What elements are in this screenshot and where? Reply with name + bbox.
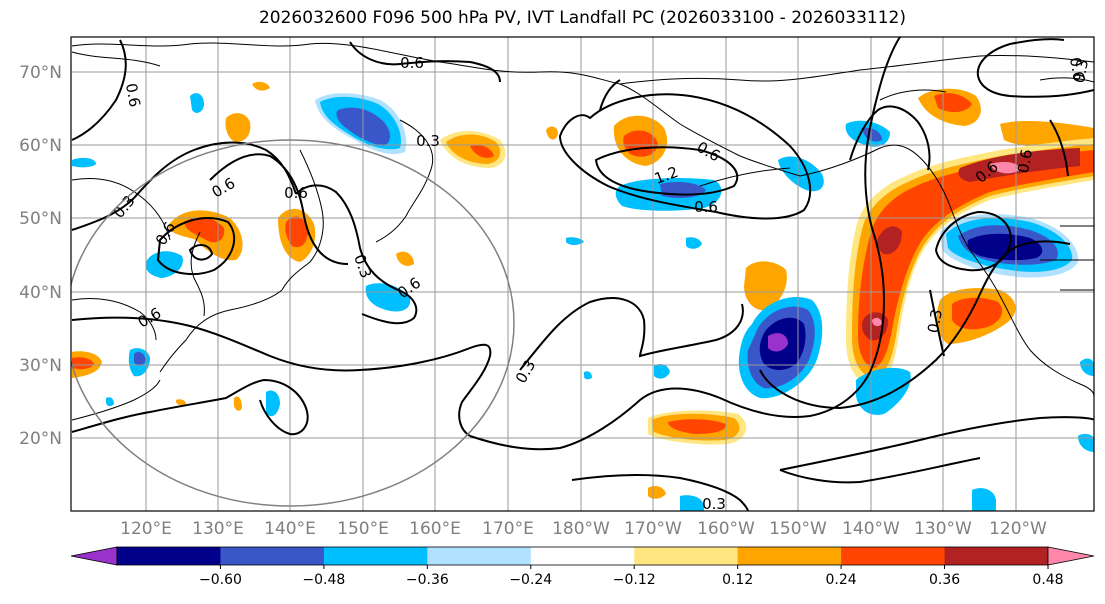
graticule bbox=[71, 37, 1094, 511]
coastlines bbox=[71, 42, 1094, 421]
lat-label: 30°N bbox=[19, 356, 62, 376]
colorbar-tick-label: 0.48 bbox=[1032, 572, 1063, 588]
contour-label: 0.6 bbox=[400, 54, 424, 72]
pv-contours bbox=[71, 37, 1094, 511]
pv-shading bbox=[72, 81, 1094, 511]
colorbar-cell bbox=[220, 547, 325, 565]
contour-label: 0.3 bbox=[702, 495, 726, 513]
colorbar-cell bbox=[117, 547, 221, 565]
landfall-region-circle bbox=[71, 139, 515, 507]
contour-label: 0.6 bbox=[122, 82, 144, 109]
colorbar-tick-label: 0.12 bbox=[722, 572, 753, 588]
colorbar-tick-label: −0.12 bbox=[613, 572, 656, 588]
lon-label: 140°W bbox=[842, 519, 900, 539]
lon-label: 150°W bbox=[769, 519, 827, 539]
colorbar-tick-label: 0.36 bbox=[929, 572, 960, 588]
lat-label: 70°N bbox=[19, 63, 62, 83]
colorbar-tick-label: 0.24 bbox=[826, 572, 857, 588]
contour-label: 0.6 bbox=[1066, 56, 1088, 83]
lon-label: 180°W bbox=[552, 519, 610, 539]
colorbar-cell bbox=[944, 547, 1049, 565]
longitude-labels: 120°E 130°E 140°E 150°E 160°E 170°E 180°… bbox=[120, 519, 1047, 539]
lon-label: 160°E bbox=[409, 519, 461, 539]
colorbar-right-arrow bbox=[1047, 546, 1095, 566]
lon-label: 160°W bbox=[697, 519, 755, 539]
lat-label: 20°N bbox=[19, 429, 62, 449]
contour-label: 0.3 bbox=[1070, 58, 1092, 85]
colorbar-tick-label: −0.48 bbox=[302, 572, 345, 588]
lon-label: 130°E bbox=[192, 519, 244, 539]
map-title: 2026032600 F096 500 hPa PV, IVT Landfall… bbox=[258, 8, 906, 28]
colorbar-cell bbox=[634, 547, 739, 565]
colorbar-cell bbox=[841, 547, 946, 565]
lat-label: 50°N bbox=[19, 209, 62, 229]
colorbar-tick-label: −0.60 bbox=[199, 572, 242, 588]
colorbar-cell bbox=[530, 547, 635, 565]
colorbar-cell bbox=[737, 547, 842, 565]
lon-label: 150°E bbox=[337, 519, 389, 539]
contour-label: 0.6 bbox=[1014, 148, 1036, 175]
lon-label: 140°E bbox=[264, 519, 316, 539]
contour-label: 0.3 bbox=[924, 308, 946, 335]
lon-label: 120°E bbox=[120, 519, 172, 539]
lon-label: 130°W bbox=[914, 519, 972, 539]
colorbar-left-arrow bbox=[70, 546, 118, 566]
lat-label: 60°N bbox=[19, 136, 62, 156]
contour-label: 0.6 bbox=[284, 184, 308, 202]
contour-label: 0.3 bbox=[416, 132, 440, 150]
map-border bbox=[70, 36, 1095, 512]
contour-label: 0.6 bbox=[694, 198, 718, 216]
colorbar-tick-label: −0.24 bbox=[509, 572, 552, 588]
colorbar-tick-label: −0.36 bbox=[406, 572, 449, 588]
lon-label: 120°W bbox=[989, 519, 1047, 539]
lat-label: 40°N bbox=[19, 283, 62, 303]
colorbar-cell bbox=[427, 547, 532, 565]
colorbar-cell bbox=[323, 547, 428, 565]
latitude-labels: 70°N 60°N 50°N 40°N 30°N 20°N bbox=[19, 63, 62, 449]
colorbar: −0.60 −0.48 −0.36 −0.24 −0.12 0.12 0.24 0.36 0.4… bbox=[70, 546, 1095, 588]
lon-label: 170°E bbox=[482, 519, 534, 539]
lon-label: 170°W bbox=[624, 519, 682, 539]
